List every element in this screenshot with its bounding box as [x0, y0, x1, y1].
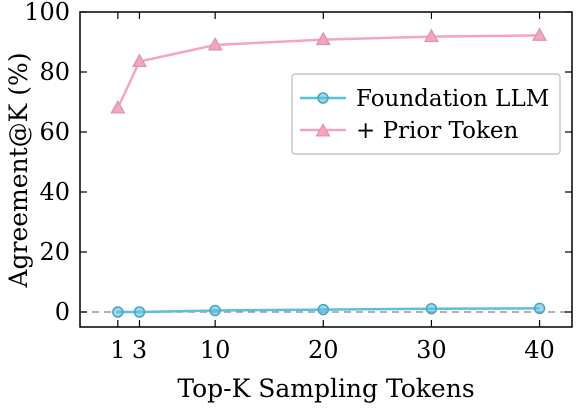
y-axis-ticks: 0 20 40 60 80 100	[24, 0, 572, 326]
y-tick-label: 20	[39, 238, 70, 266]
data-point-1	[110, 99, 126, 114]
y-tick-label: 60	[39, 118, 70, 146]
data-point-0	[209, 304, 221, 317]
y-tick-label: 100	[24, 0, 70, 26]
data-point-0	[133, 306, 146, 318]
x-tick-label: 1	[110, 336, 125, 364]
y-tick-label: 40	[39, 178, 70, 206]
y-axis-label: Agreement@K (%)	[4, 52, 33, 288]
data-point-1	[131, 53, 147, 67]
legend-marker-foundation	[317, 92, 329, 104]
series-line-1	[116, 34, 540, 109]
legend-marker-prior-token	[315, 122, 331, 137]
x-tick-label: 30	[416, 336, 447, 364]
x-tick-label: 40	[524, 336, 555, 364]
data-point-1	[315, 31, 331, 46]
data-point-1	[423, 28, 439, 43]
x-tick-label: 3	[132, 336, 147, 364]
legend: Foundation LLM + Prior Token	[291, 73, 561, 155]
x-tick-label: 10	[200, 336, 231, 364]
data-point-0	[425, 302, 438, 315]
data-point-1	[207, 36, 223, 51]
data-point-1	[532, 27, 548, 41]
plot-frame	[79, 11, 573, 328]
legend-box	[291, 73, 561, 155]
legend-label-foundation: Foundation LLM	[356, 86, 549, 112]
legend-label-prior-token: + Prior Token	[356, 118, 519, 144]
x-axis-ticks: 1 3 10 20 30 40	[110, 12, 555, 364]
y-tick-label: 0	[55, 298, 70, 326]
x-axis-label: Top-K Sampling Tokens	[177, 374, 474, 403]
series-layer	[110, 27, 548, 318]
x-tick-label: 20	[308, 336, 339, 364]
data-point-0	[317, 303, 330, 316]
data-point-0	[533, 302, 546, 315]
y-tick-label: 80	[39, 58, 70, 86]
data-point-0	[112, 306, 124, 318]
